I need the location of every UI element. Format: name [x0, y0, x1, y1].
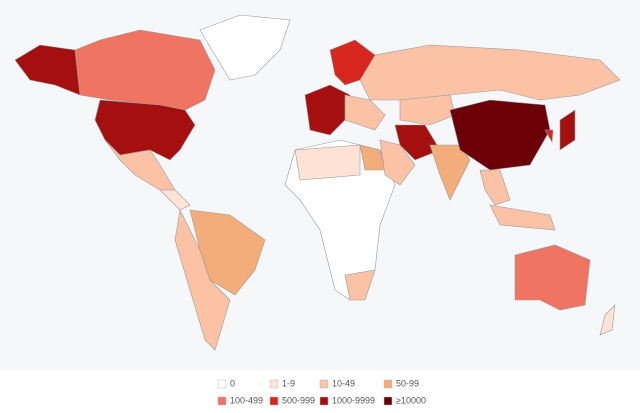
- legend-swatch: [383, 379, 393, 389]
- map: [14, 14, 621, 351]
- australia: [514, 244, 591, 311]
- legend-label: 10-49: [332, 378, 355, 388]
- legend-swatch: [319, 396, 329, 406]
- central-america: [159, 189, 191, 211]
- south-africa: [344, 269, 376, 301]
- legend-swatch: [319, 379, 329, 389]
- china: [449, 99, 551, 171]
- scandinavia: [329, 39, 376, 86]
- legend-swatch: [383, 396, 393, 406]
- legend-swatch: [217, 396, 227, 406]
- canada: [74, 29, 216, 111]
- new-zealand: [599, 304, 616, 336]
- legend-label: 500-999: [282, 395, 315, 405]
- legend-swatch: [217, 379, 227, 389]
- legend-label: 1-9: [282, 378, 295, 388]
- legend-swatch: [269, 396, 279, 406]
- usa: [94, 99, 196, 161]
- north-africa: [294, 144, 361, 181]
- korea: [544, 129, 554, 143]
- legend-label: 50-99: [396, 378, 419, 388]
- indonesia: [489, 204, 556, 231]
- legend-label: 100-499: [230, 395, 263, 405]
- central-asia: [399, 94, 456, 126]
- iran: [394, 124, 441, 161]
- india: [429, 144, 471, 201]
- legend-swatch: [269, 379, 279, 389]
- legend-label: 1000-9999: [332, 395, 375, 405]
- legend-label: ≥10000: [396, 395, 426, 405]
- arabia: [379, 139, 416, 186]
- southeast-asia: [479, 169, 511, 206]
- brazil: [189, 209, 266, 296]
- greenland: [199, 14, 291, 81]
- japan: [559, 109, 576, 151]
- legend: 0 1-9 10-49 50-99 100-499 500-999 1000-9999 ≥10…: [217, 378, 426, 406]
- eastern-europe: [344, 94, 386, 131]
- legend-label: 0: [230, 378, 235, 388]
